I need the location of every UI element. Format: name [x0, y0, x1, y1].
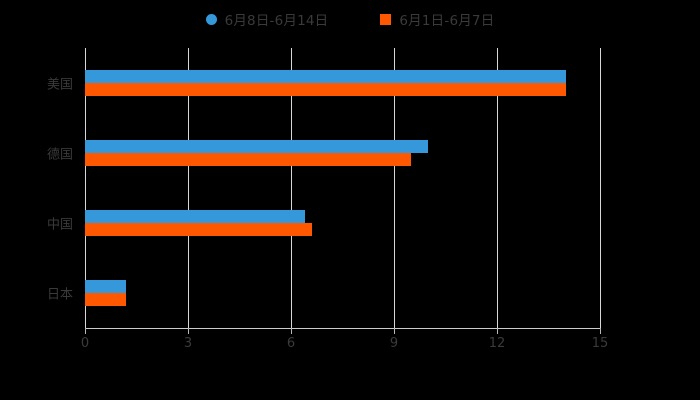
- x-axis-line: [85, 328, 601, 329]
- x-tick-label-15: 15: [591, 336, 609, 351]
- x-tick-mark-15: [600, 328, 601, 334]
- bar-3-0[interactable]: [85, 280, 127, 293]
- category-label-0: 美国: [46, 77, 73, 93]
- gridline-15: [600, 48, 601, 328]
- category-label-1: 德国: [46, 147, 73, 163]
- gridline-0: [85, 48, 86, 328]
- x-tick-label-12: 12: [488, 336, 506, 351]
- y-axis-category-labels: 美国 德国 中国 日本: [0, 0, 85, 400]
- bar-3-1[interactable]: [85, 293, 127, 306]
- bar-1-0[interactable]: [85, 140, 429, 153]
- bar-0-0[interactable]: [85, 70, 566, 83]
- gridline-3: [188, 48, 189, 328]
- bar-1-1[interactable]: [85, 153, 412, 166]
- legend-label-series-1: 6月1日-6月7日: [399, 13, 495, 29]
- legend-item-series-0[interactable]: 6月8日-6月14日: [205, 9, 329, 29]
- x-tick-mark-0: [85, 328, 86, 334]
- x-tick-label-9: 9: [389, 336, 399, 351]
- x-tick-mark-3: [188, 328, 189, 334]
- gridline-9: [394, 48, 395, 328]
- legend-item-series-1[interactable]: 6月1日-6月7日: [380, 9, 494, 29]
- gridline-12: [497, 48, 498, 328]
- x-tick-label-3: 3: [183, 336, 193, 351]
- x-tick-mark-12: [497, 328, 498, 334]
- plot-area: [85, 48, 601, 328]
- bar-2-0[interactable]: [85, 210, 305, 223]
- bar-2-1[interactable]: [85, 223, 312, 236]
- x-tick-mark-9: [394, 328, 395, 334]
- x-tick-mark-6: [291, 328, 292, 334]
- square-marker-icon: [380, 13, 392, 25]
- bar-0-1[interactable]: [85, 83, 566, 96]
- category-label-2: 中国: [46, 217, 73, 233]
- x-tick-label-0: 0: [80, 336, 90, 351]
- x-tick-label-6: 6: [286, 336, 296, 351]
- category-label-3: 日本: [46, 287, 73, 303]
- circle-marker-icon: [205, 13, 217, 25]
- legend-label-series-0: 6月8日-6月14日: [224, 13, 329, 29]
- gridline-6: [291, 48, 292, 328]
- chart-legend: 6月8日-6月14日 6月1日-6月7日: [0, 6, 700, 32]
